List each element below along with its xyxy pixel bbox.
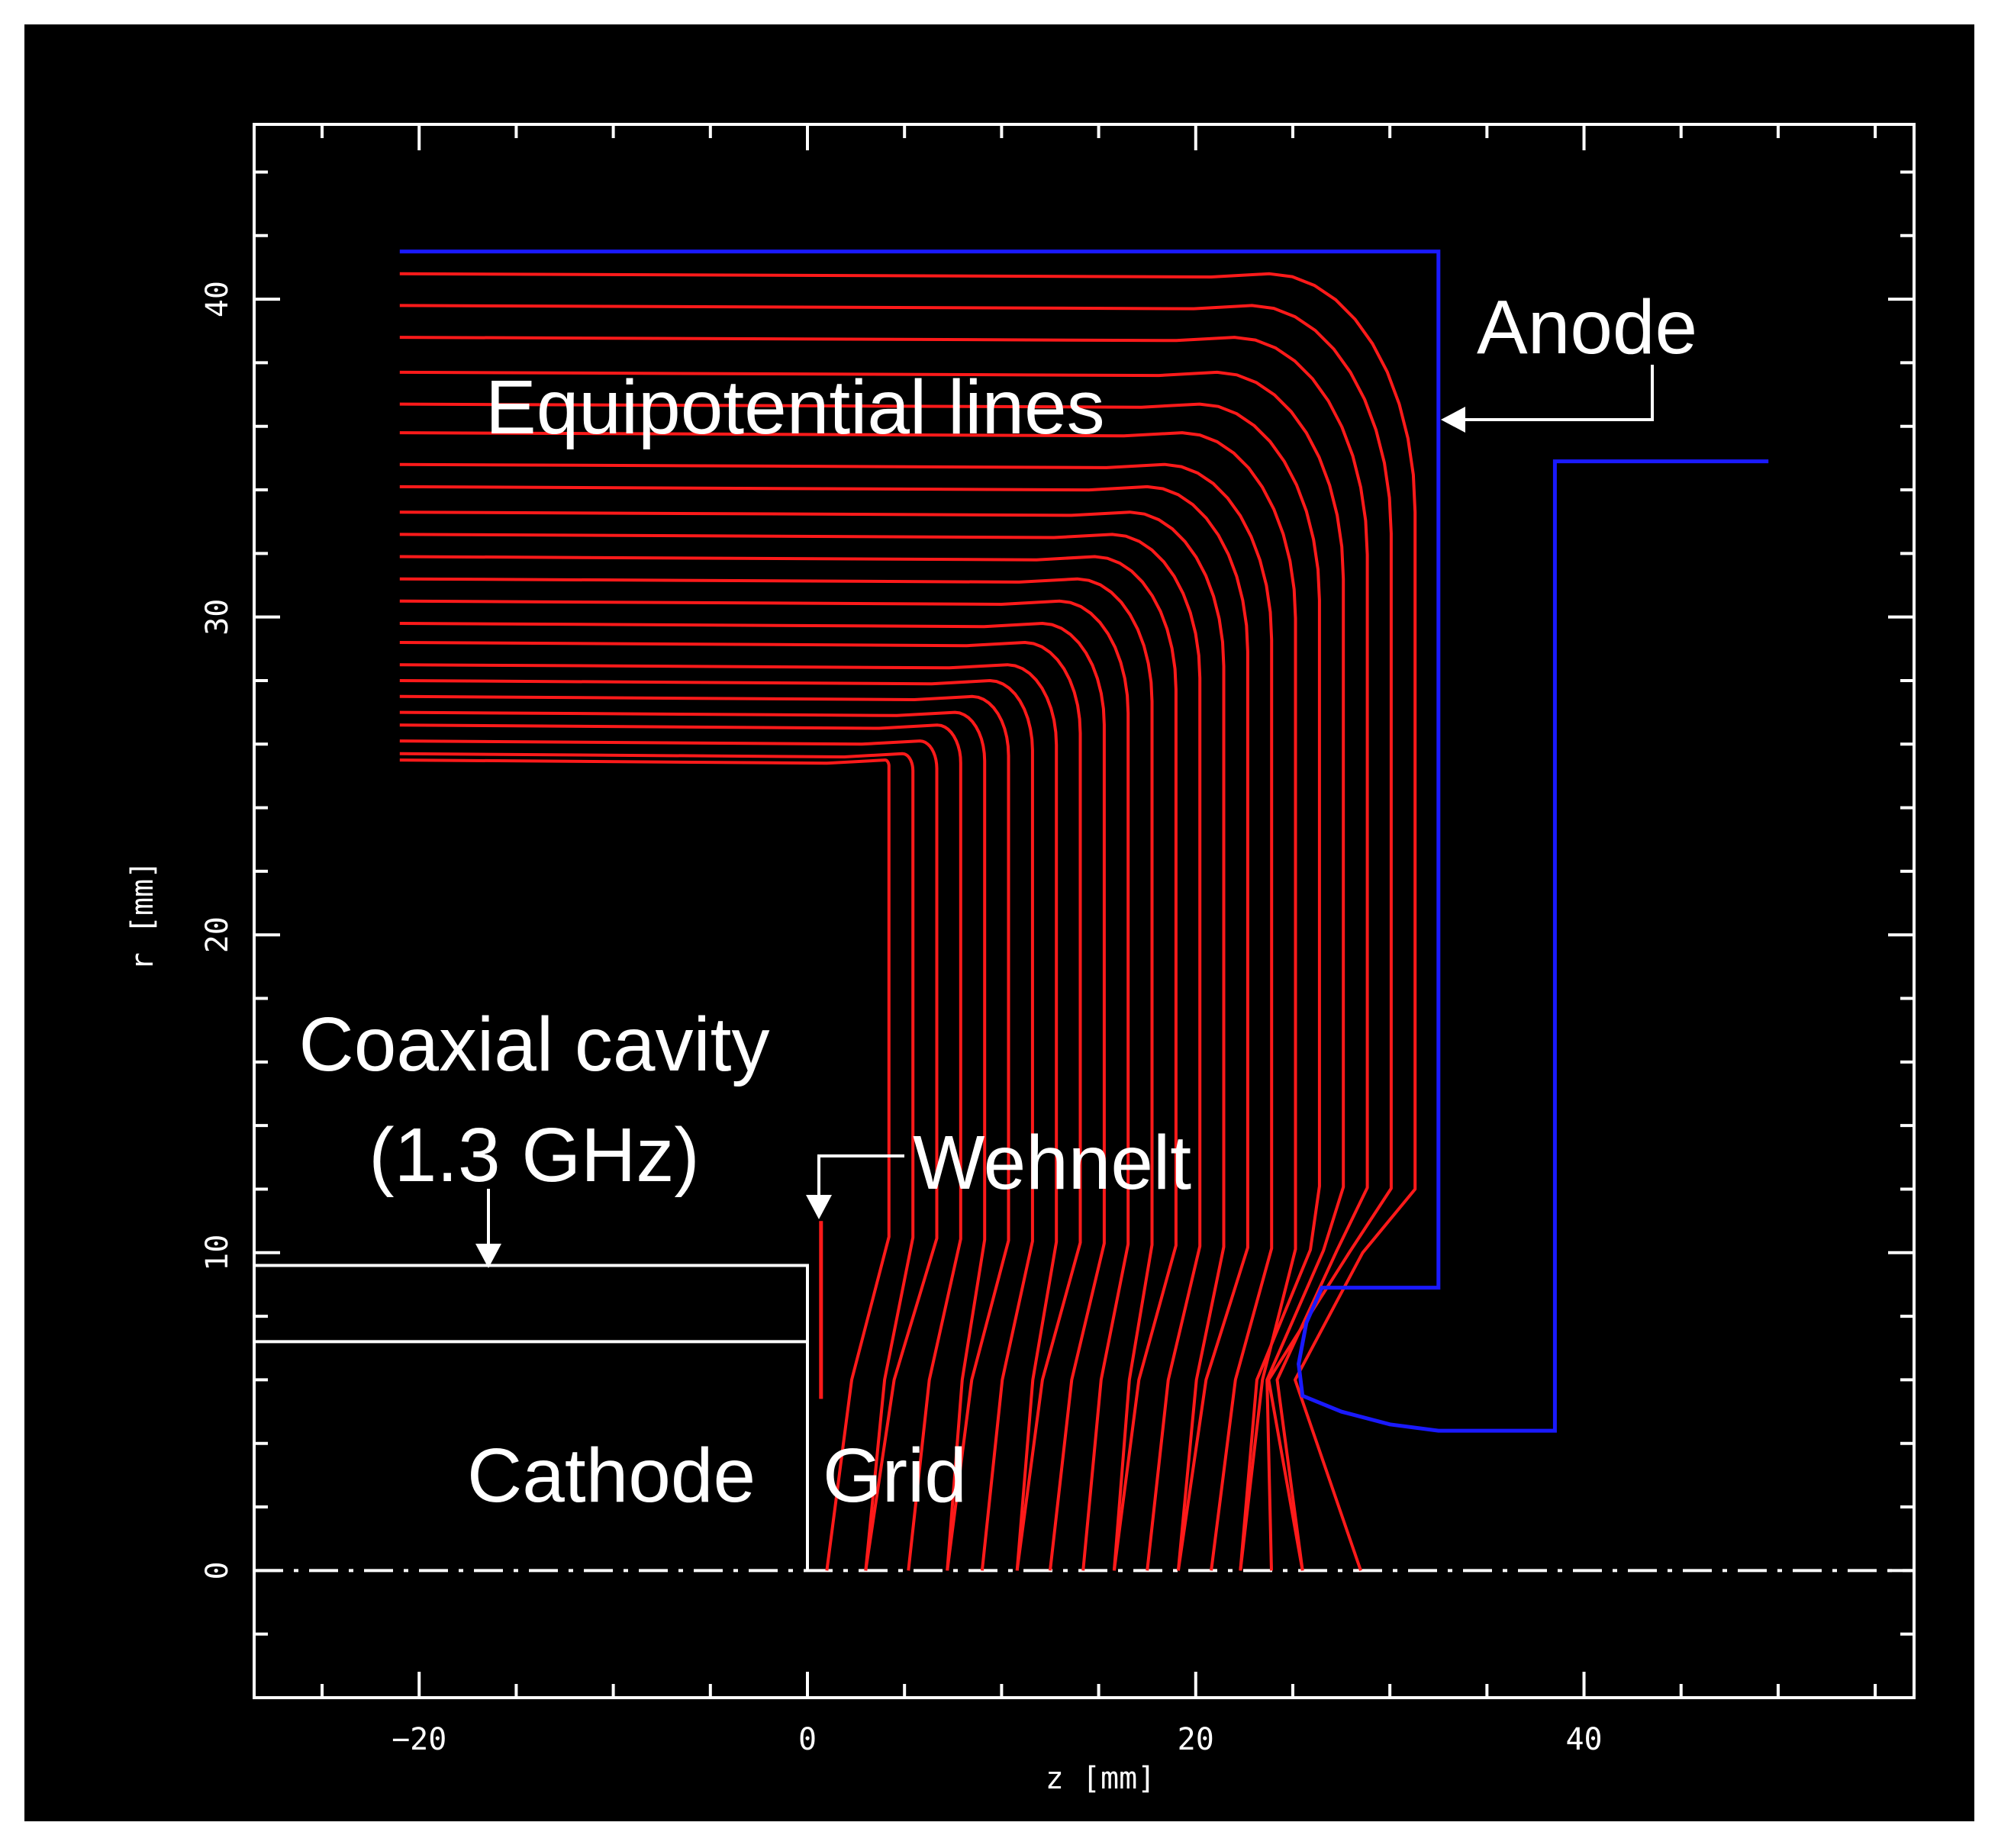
equipotential-line — [399, 710, 987, 1571]
equipotential-line — [399, 694, 1010, 1571]
wehnelt-label: Wehnelt — [913, 1120, 1191, 1206]
equipotential-line — [399, 663, 1059, 1571]
x-tick-label: 0 — [798, 1722, 817, 1757]
equipotential-line — [399, 599, 1130, 1571]
y-tick-label: 0 — [200, 1561, 235, 1579]
equipotential-line — [399, 622, 1106, 1571]
x-axis-title: z [mm] — [1046, 1761, 1156, 1796]
equipotential-line — [399, 752, 915, 1571]
equipotential-line — [399, 758, 891, 1571]
x-tick-label: 40 — [1565, 1722, 1602, 1757]
cathode-label: Cathode — [467, 1433, 756, 1518]
axis-ticks — [254, 124, 1914, 1698]
equipotential-line — [399, 679, 1034, 1571]
x-tick-label: 20 — [1178, 1722, 1214, 1757]
equipotential-lines — [399, 272, 1417, 1572]
wehnelt-arrow-line — [817, 1154, 904, 1198]
anode-arrow-line — [1461, 365, 1654, 421]
y-tick-label: 40 — [200, 281, 235, 317]
equipotential-line — [399, 402, 1321, 1571]
y-axis-title: r [mm] — [125, 861, 160, 971]
coaxial-cavity-outer — [254, 1264, 809, 1571]
equipotential-line — [399, 723, 962, 1571]
anode-label: Anode — [1477, 285, 1697, 370]
electrodes — [254, 250, 1769, 1571]
equipotential-line — [399, 272, 1417, 1572]
equipotential-line — [399, 431, 1297, 1571]
grid-label: Grid — [823, 1433, 967, 1518]
plot-frame — [253, 123, 1916, 1699]
equipotential-line — [399, 510, 1226, 1571]
equipotential-line — [399, 370, 1345, 1571]
coaxial-frequency-label: (1.3 GHz) — [369, 1112, 699, 1198]
black-background — [24, 24, 1974, 1821]
equipotential-line — [399, 533, 1202, 1571]
equipotential-line — [399, 462, 1274, 1571]
equipotential-line — [399, 304, 1393, 1571]
wehnelt-arrowhead — [806, 1195, 832, 1219]
x-tick-label: −20 — [392, 1722, 446, 1757]
callout-arrows — [475, 365, 1654, 1268]
equipotential-line — [399, 641, 1082, 1571]
coaxial-arrowhead — [475, 1244, 501, 1268]
equipotential-label: Equipotential lines — [485, 365, 1105, 450]
anode-arrowhead — [1441, 407, 1465, 433]
anode-outline — [399, 250, 1769, 1433]
equipotential-line — [399, 577, 1154, 1571]
coaxial-cavity-label: Coaxial cavity — [299, 1002, 770, 1087]
y-tick-label: 10 — [200, 1235, 235, 1271]
y-tick-label: 30 — [200, 599, 235, 636]
y-tick-label: 20 — [200, 916, 235, 953]
equipotential-line — [399, 739, 939, 1571]
equipotential-line — [399, 336, 1369, 1571]
equipotential-line — [399, 555, 1178, 1571]
equipotential-line — [399, 485, 1249, 1571]
